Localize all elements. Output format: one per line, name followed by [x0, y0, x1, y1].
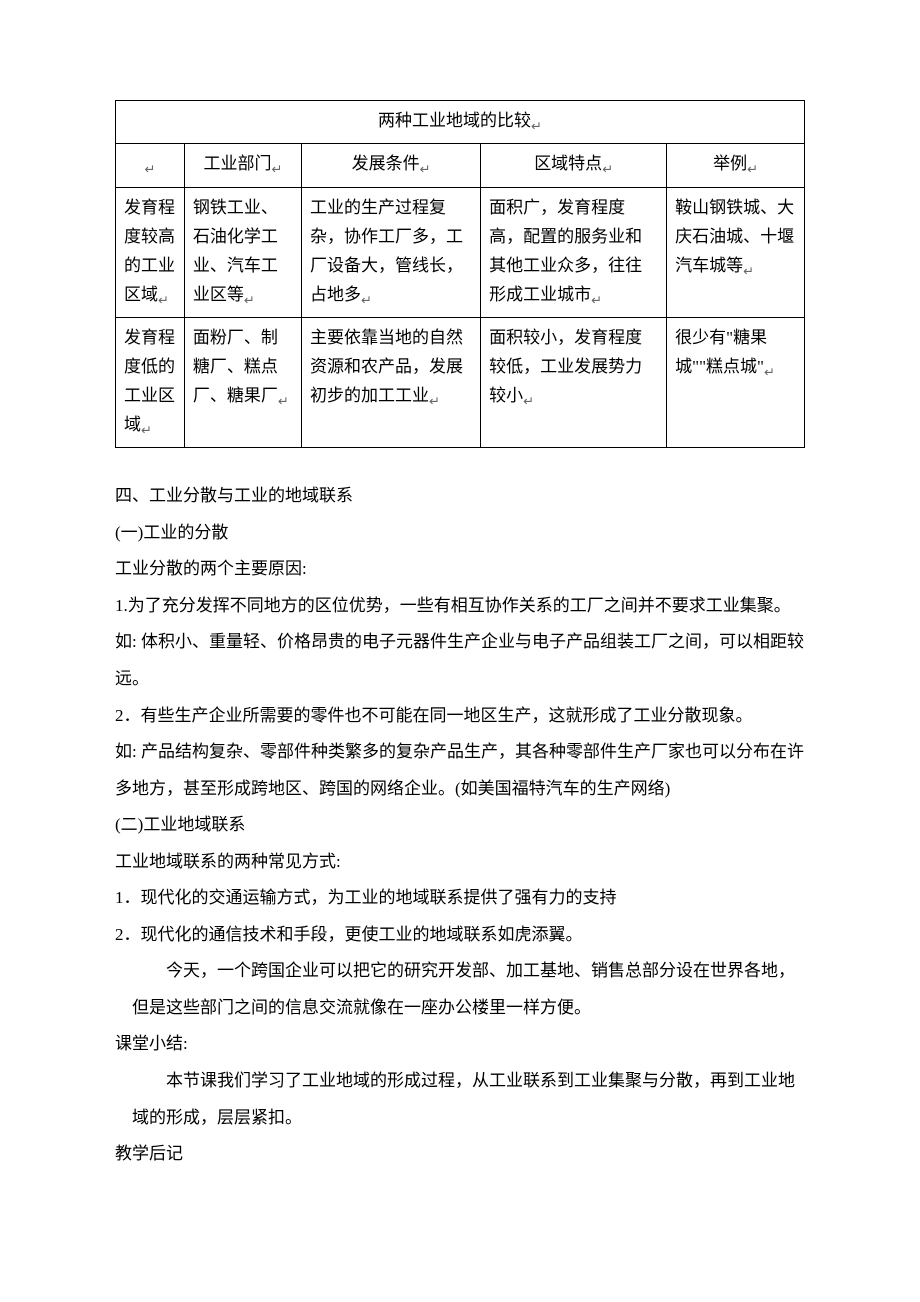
- cell-marker: ↵: [764, 364, 775, 379]
- subsection-heading: (一)工业的分散: [115, 515, 805, 552]
- cell-marker: ↵: [244, 292, 255, 307]
- table-cell: 钢铁工业、石油化学工业、汽车工业区等↵: [184, 187, 301, 317]
- cell-marker: ↵: [158, 292, 169, 307]
- table-title-row: 两种工业地域的比较↵: [116, 101, 805, 144]
- table-cell: 面粉厂、制糖厂、糕点厂、糖果厂↵: [184, 318, 301, 448]
- table-header-row: ↵ 工业部门↵ 发展条件↵ 区域特点↵ 举例↵: [116, 144, 805, 187]
- table-cell: 主要依靠当地的自然资源和农产品，发展初步的加工工业↵: [302, 318, 481, 448]
- table-cell: 工业的生产过程复杂，协作工厂多，工厂设备大，管线长，占地多↵: [302, 187, 481, 317]
- table-row: 发育程度低的工业区域↵ 面粉厂、制糖厂、糕点厂、糖果厂↵ 主要依靠当地的自然资源…: [116, 318, 805, 448]
- cell-marker: ↵: [361, 292, 372, 307]
- post-heading: 教学后记: [115, 1136, 805, 1173]
- cell-marker: ↵: [531, 118, 542, 133]
- table-header-cell: 区域特点↵: [481, 144, 667, 187]
- cell-marker: ↵: [591, 292, 602, 307]
- table-title-text: 两种工业地域的比较: [378, 111, 531, 130]
- paragraph: 2．有些生产企业所需要的零件也不可能在同一地区生产，这就形成了工业分散现象。: [115, 698, 805, 735]
- table-header-cell: 工业部门↵: [184, 144, 301, 187]
- cell-marker: ↵: [278, 393, 289, 408]
- table-header-cell: 举例↵: [667, 144, 805, 187]
- paragraph: 工业分散的两个主要原因:: [115, 551, 805, 588]
- cell-marker: ↵: [144, 162, 155, 177]
- cell-marker: ↵: [272, 162, 283, 177]
- summary-heading: 课堂小结:: [115, 1026, 805, 1063]
- paragraph: 如: 体积小、重量轻、价格昂贵的电子元器件生产企业与电子产品组装工厂之间，可以相…: [115, 624, 805, 697]
- section-heading: 四、工业分散与工业的地域联系: [115, 478, 805, 515]
- cell-marker: ↵: [141, 422, 152, 437]
- cell-marker: ↵: [743, 263, 754, 278]
- table-cell: 发育程度较高的工业区域↵: [116, 187, 185, 317]
- paragraph: 今天，一个跨国企业可以把它的研究开发部、加工基地、销售总部分设在世界各地，但是这…: [115, 953, 805, 1026]
- paragraph: 2．现代化的通信技术和手段，更使工业的地域联系如虎添翼。: [115, 917, 805, 954]
- table-cell: 鞍山钢铁城、大庆石油城、十堰汽车城等↵: [667, 187, 805, 317]
- comparison-table: 两种工业地域的比较↵ ↵ 工业部门↵ 发展条件↵ 区域特点↵ 举例↵ 发育程度较…: [115, 100, 805, 448]
- paragraph: 工业地域联系的两种常见方式:: [115, 844, 805, 881]
- cell-marker: ↵: [420, 162, 431, 177]
- table-cell: 发育程度低的工业区域↵: [116, 318, 185, 448]
- table-row: 发育程度较高的工业区域↵ 钢铁工业、石油化学工业、汽车工业区等↵ 工业的生产过程…: [116, 187, 805, 317]
- paragraph: 如: 产品结构复杂、零部件种类繁多的复杂产品生产，其各种零部件生产厂家也可以分布…: [115, 734, 805, 807]
- table-header-cell: 发展条件↵: [302, 144, 481, 187]
- cell-marker: ↵: [747, 162, 758, 177]
- cell-marker: ↵: [602, 162, 613, 177]
- table-cell: 面积广，发育程度高，配置的服务业和其他工业众多，往往形成工业城市↵: [481, 187, 667, 317]
- paragraph: 1.为了充分发挥不同地方的区位优势，一些有相互协作关系的工厂之间并不要求工业集聚…: [115, 588, 805, 625]
- paragraph: 1．现代化的交通运输方式，为工业的地域联系提供了强有力的支持: [115, 880, 805, 917]
- table-cell: 面积较小，发育程度较低，工业发展势力较小↵: [481, 318, 667, 448]
- subsection-heading: (二)工业地域联系: [115, 807, 805, 844]
- paragraph: 本节课我们学习了工业地域的形成过程，从工业联系到工业集聚与分散，再到工业地域的形…: [115, 1063, 805, 1136]
- table-cell: 很少有"糖果城""糕点城"↵: [667, 318, 805, 448]
- table-title: 两种工业地域的比较↵: [116, 101, 805, 144]
- cell-marker: ↵: [523, 393, 534, 408]
- table-header-cell: ↵: [116, 144, 185, 187]
- cell-marker: ↵: [429, 393, 440, 408]
